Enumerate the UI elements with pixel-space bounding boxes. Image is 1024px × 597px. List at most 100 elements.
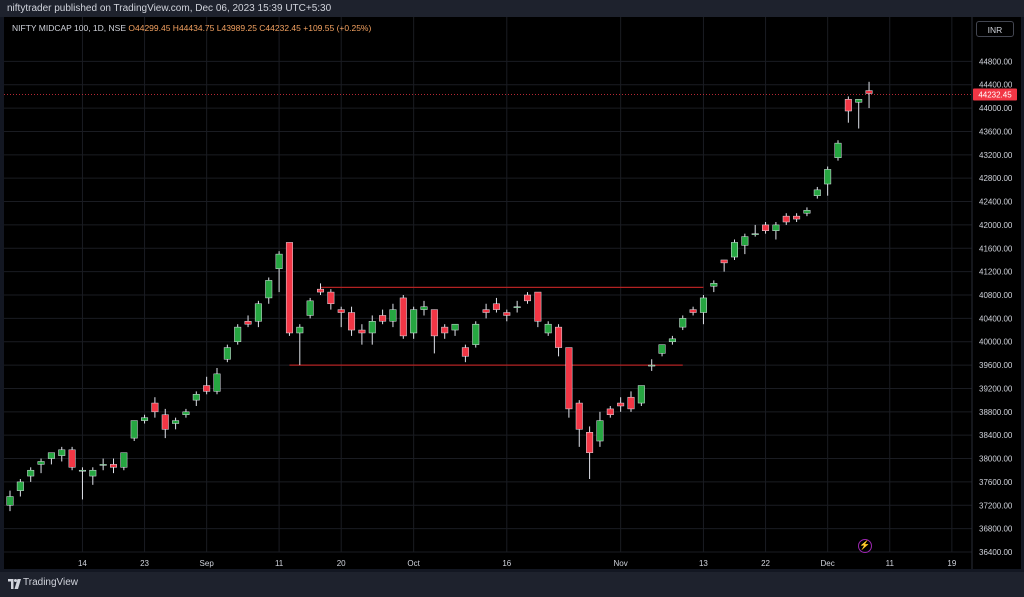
x-tick-label: 13 <box>699 559 708 568</box>
candle-body <box>689 309 697 313</box>
y-tick-label: 42800.00 <box>979 174 1013 183</box>
candle-body <box>379 315 387 322</box>
candle <box>317 283 324 295</box>
candle-body <box>120 452 128 468</box>
y-tick-label: 42000.00 <box>979 221 1013 230</box>
candle-body <box>348 312 356 331</box>
candle-body <box>844 99 852 112</box>
candle <box>524 292 531 304</box>
candle-body <box>368 321 376 334</box>
candle <box>265 277 273 304</box>
candle-body <box>182 411 190 415</box>
candle <box>430 309 438 354</box>
candle-body <box>482 309 490 313</box>
candle-body <box>492 303 500 310</box>
candle-body <box>410 309 418 334</box>
candle-body <box>472 323 480 345</box>
candle <box>420 300 428 316</box>
candle-body <box>803 210 811 214</box>
candle-body <box>658 344 666 354</box>
candle-body <box>679 318 687 328</box>
candle-body <box>782 215 790 223</box>
candle <box>254 300 262 328</box>
candle <box>606 405 614 418</box>
candle-body <box>151 402 159 413</box>
lightning-icon[interactable]: ⚡ <box>858 539 872 553</box>
symbol-name[interactable]: NIFTY MIDCAP 100, 1D, NSE <box>12 23 126 33</box>
candle-body <box>172 420 180 424</box>
candle <box>244 315 252 328</box>
y-tick-label: 41200.00 <box>979 268 1013 277</box>
candle <box>58 446 66 462</box>
candle-body <box>503 312 511 316</box>
candle <box>130 420 138 442</box>
x-tick-label: 20 <box>337 559 346 568</box>
candle-body <box>710 283 718 287</box>
candle <box>782 213 790 225</box>
candle-body <box>461 347 469 357</box>
candle-body <box>296 326 304 334</box>
x-tick-label: 11 <box>275 559 284 568</box>
symbol-legend: NIFTY MIDCAP 100, 1D, NSE O44299.45 H444… <box>12 23 371 33</box>
candle-body <box>358 329 366 334</box>
candle-body <box>317 288 324 293</box>
candle <box>762 221 770 234</box>
candle <box>844 96 852 123</box>
footer-brand[interactable]: TradingView <box>23 577 79 588</box>
candle-body <box>285 242 293 334</box>
candle <box>358 324 366 345</box>
candle <box>565 347 573 418</box>
candle <box>451 323 459 336</box>
ohlc-values: O44299.45 H44434.75 L43989.25 C44232.45 <box>128 23 301 33</box>
candle-body <box>627 396 635 410</box>
candle-body <box>699 297 707 313</box>
candle <box>68 446 76 471</box>
candle-body <box>565 347 573 410</box>
candle <box>110 458 117 474</box>
candle-body <box>586 432 594 453</box>
candle <box>296 324 304 366</box>
candle-body <box>420 306 428 310</box>
candle-body <box>513 306 521 308</box>
footer-bar: TradingView <box>0 572 1024 597</box>
y-tick-label: 38000.00 <box>979 455 1013 464</box>
x-tick-label: Oct <box>407 559 420 568</box>
candle <box>78 467 86 500</box>
candle <box>731 239 738 260</box>
candle <box>772 221 780 240</box>
candle-body <box>399 297 407 337</box>
candle <box>824 166 832 196</box>
candle <box>410 306 418 339</box>
candle <box>586 426 594 479</box>
candle-body <box>824 169 832 185</box>
y-tick-label: 41600.00 <box>979 244 1013 253</box>
y-tick-label: 38400.00 <box>979 431 1013 440</box>
change-value: +109.55 (+0.25%) <box>303 23 372 33</box>
x-tick-label: 19 <box>947 559 956 568</box>
candle-body <box>451 323 459 331</box>
candle-body <box>192 394 200 401</box>
y-tick-label: 43600.00 <box>979 127 1013 136</box>
candle <box>27 467 35 482</box>
candle-body <box>213 373 221 392</box>
candle-body <box>306 300 314 316</box>
candle-body <box>751 233 759 235</box>
candle <box>648 359 656 371</box>
candle <box>234 324 242 345</box>
y-tick-label: 40000.00 <box>979 338 1013 347</box>
candle-body <box>772 224 780 231</box>
candle <box>472 321 480 348</box>
tradingview-logo-icon[interactable] <box>8 579 21 589</box>
last-price-label: 44232.45 <box>978 91 1012 100</box>
y-tick-label: 36400.00 <box>979 548 1013 557</box>
y-tick-label: 37200.00 <box>979 501 1013 510</box>
candle <box>710 280 718 293</box>
candle-body <box>637 385 645 404</box>
currency-button[interactable]: INR <box>976 21 1014 37</box>
x-tick-label: Sep <box>200 559 215 568</box>
y-tick-label: 39200.00 <box>979 384 1013 393</box>
candle-body <box>337 309 345 313</box>
y-tick-label: 42400.00 <box>979 198 1013 207</box>
candle <box>368 315 376 345</box>
